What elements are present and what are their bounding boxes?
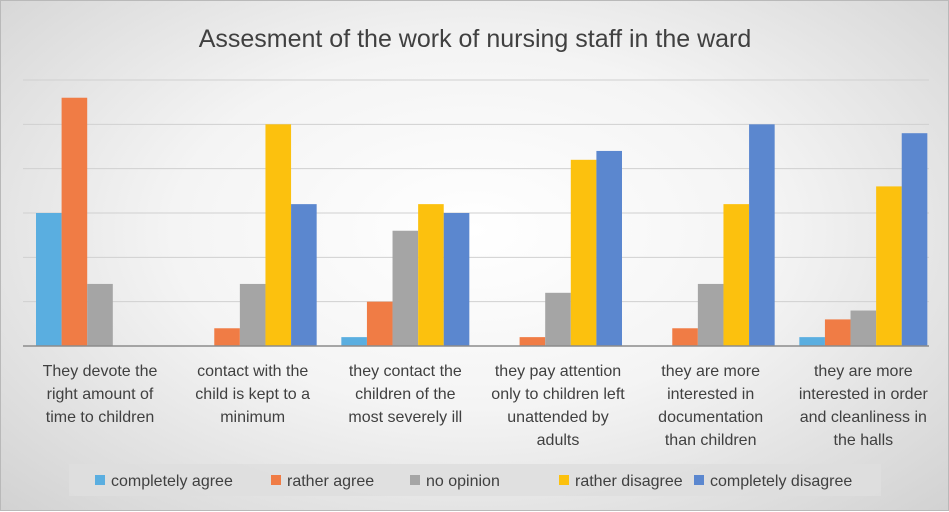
bar-rather-agree-4 [672,328,698,346]
category-label-1: contact with the child is kept to a minimu… [195,363,310,426]
legend-label-no-opinion: no opinion [426,473,500,490]
bar-rather-disagree-1 [265,124,292,346]
bar-completely-disagree-3 [596,150,622,346]
bar-rather-disagree-2 [418,204,444,346]
bar-completely-disagree-2 [443,213,470,346]
bar-rather-agree-1 [214,328,240,346]
bar-rather-disagree-3 [570,159,597,346]
bars [36,97,928,346]
legend-label-completely-disagree: completely disagree [710,473,852,490]
bar-rather-disagree-5 [876,186,902,346]
legend-label-completely-agree: completely agree [111,473,233,490]
bar-completely-disagree-5 [901,133,928,346]
bar-no-opinion-2 [392,230,419,346]
legend: completely agree rather agree no opinion ra… [69,464,881,496]
bar-rather-agree-2 [366,301,393,346]
bar-completely-agree-2 [341,337,367,346]
bar-no-opinion-1 [239,283,266,346]
bar-no-opinion-5 [850,310,877,346]
category-labels: They devote the right amount of time to ch… [43,363,929,449]
bar-completely-disagree-4 [749,124,775,346]
bar-rather-agree-5 [824,319,851,346]
legend-label-rather-agree: rather agree [287,473,374,490]
category-label-0: They devote the right amount of time to ch… [43,363,158,426]
category-label-3: they pay attention only to children left u… [491,363,625,449]
legend-swatch-completely-agree [95,475,105,485]
legend-swatch-rather-disagree [559,475,569,485]
category-label-2: they contact the children of the most seve… [348,363,462,426]
legend-swatch-no-opinion [410,475,420,485]
bar-rather-disagree-4 [723,204,750,346]
bar-completely-agree-5 [799,337,825,346]
chart-title: Assesment of the work of nursing staff i… [199,25,752,53]
bar-rather-agree-0 [61,97,88,346]
legend-swatch-completely-disagree [694,475,704,485]
bar-no-opinion-3 [545,292,571,346]
bar-completely-disagree-1 [291,204,317,346]
bar-no-opinion-4 [697,283,724,346]
bar-no-opinion-0 [87,283,113,346]
legend-label-rather-disagree: rather disagree [575,473,683,490]
bar-rather-agree-3 [519,337,546,346]
gridlines [23,79,929,303]
category-label-4: they are more interested in documentation t… [658,363,763,449]
legend-swatch-rather-agree [271,475,281,485]
category-label-5: they are more interested in order and clea… [799,363,929,449]
bar-completely-agree-0 [36,213,62,346]
legend-background [69,464,881,496]
